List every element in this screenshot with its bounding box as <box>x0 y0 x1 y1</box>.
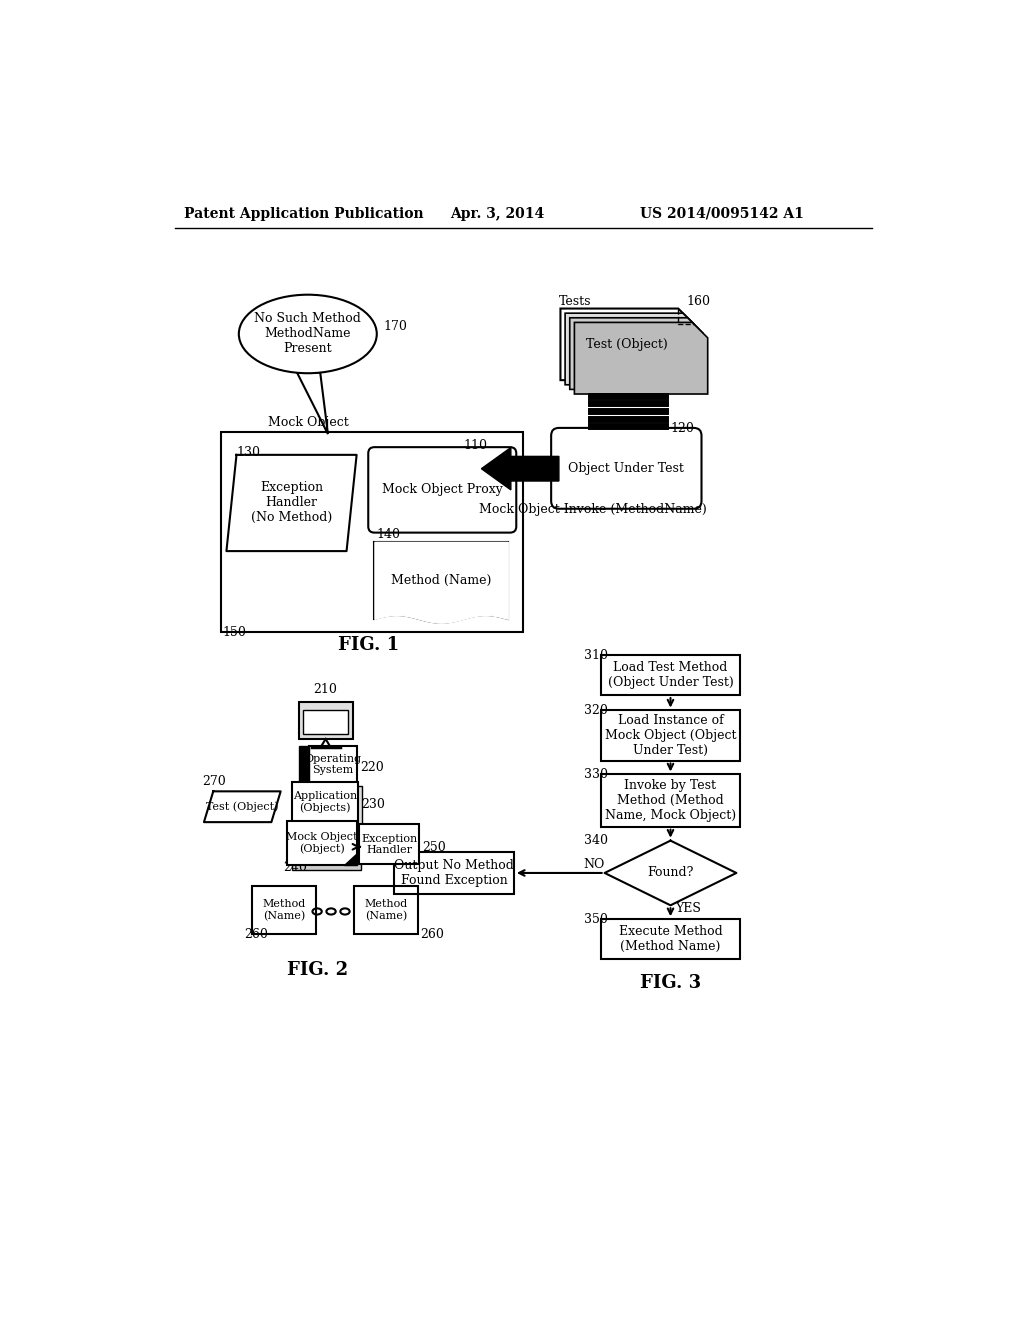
Text: 150: 150 <box>222 626 247 639</box>
Bar <box>292 825 361 870</box>
Bar <box>601 710 740 760</box>
Bar <box>252 886 315 933</box>
Text: 160: 160 <box>686 294 710 308</box>
Text: FIG. 2: FIG. 2 <box>288 961 348 978</box>
Text: Mock Object: Mock Object <box>267 416 348 429</box>
Text: NO: NO <box>583 858 604 871</box>
Text: 240: 240 <box>283 862 307 874</box>
Text: Method
(Name): Method (Name) <box>365 899 408 921</box>
Text: 250: 250 <box>422 841 445 854</box>
Polygon shape <box>204 792 281 822</box>
Bar <box>221 432 523 632</box>
Text: 220: 220 <box>359 760 383 774</box>
Text: Execute Method
(Method Name): Execute Method (Method Name) <box>618 925 722 953</box>
Polygon shape <box>297 372 328 434</box>
Bar <box>601 775 740 826</box>
Polygon shape <box>604 841 736 906</box>
FancyBboxPatch shape <box>369 447 516 533</box>
Text: 310: 310 <box>584 649 607 661</box>
Polygon shape <box>574 322 708 395</box>
Polygon shape <box>344 853 356 866</box>
Text: 350: 350 <box>584 913 607 927</box>
Text: 120: 120 <box>671 422 694 434</box>
Text: Exception
Handler
(No Method): Exception Handler (No Method) <box>251 480 332 524</box>
Text: 170: 170 <box>384 321 408 333</box>
Text: Operating
System: Operating System <box>304 754 361 775</box>
Bar <box>303 710 348 734</box>
FancyArrow shape <box>481 447 559 490</box>
Text: Mock Object Invoke (MethodName): Mock Object Invoke (MethodName) <box>479 503 707 516</box>
Text: Test (Object): Test (Object) <box>586 338 668 351</box>
Text: No Such Method
MethodName
Present: No Such Method MethodName Present <box>254 313 361 355</box>
Text: 340: 340 <box>584 834 607 847</box>
Polygon shape <box>565 313 698 385</box>
Bar <box>354 886 418 933</box>
Text: Load Test Method
(Object Under Test): Load Test Method (Object Under Test) <box>607 661 733 689</box>
Text: Patent Application Publication: Patent Application Publication <box>183 207 424 220</box>
Text: Mock Object Proxy: Mock Object Proxy <box>382 483 503 496</box>
Text: Mock Object
(Object): Mock Object (Object) <box>286 832 357 854</box>
Text: US 2014/0095142 A1: US 2014/0095142 A1 <box>640 207 804 220</box>
Text: FIG. 3: FIG. 3 <box>640 974 701 993</box>
Bar <box>292 781 358 822</box>
Ellipse shape <box>239 294 377 374</box>
Text: 320: 320 <box>584 705 607 717</box>
Text: Method (Name): Method (Name) <box>391 574 492 587</box>
Polygon shape <box>560 309 693 380</box>
Bar <box>394 851 514 894</box>
Text: Application
(Objects): Application (Objects) <box>293 791 357 813</box>
Text: Method
(Name): Method (Name) <box>262 899 305 921</box>
Bar <box>359 825 420 865</box>
Text: YES: YES <box>675 903 701 915</box>
Bar <box>309 746 356 783</box>
Bar <box>299 746 309 783</box>
Bar <box>296 785 362 826</box>
Text: Test (Object): Test (Object) <box>206 801 279 812</box>
Text: 210: 210 <box>313 682 338 696</box>
Text: Object Under Test: Object Under Test <box>568 462 684 475</box>
Text: Apr. 3, 2014: Apr. 3, 2014 <box>450 207 544 220</box>
Text: 260: 260 <box>420 928 444 941</box>
Polygon shape <box>569 318 703 389</box>
Polygon shape <box>226 455 356 552</box>
FancyBboxPatch shape <box>551 428 701 508</box>
Bar <box>287 821 356 866</box>
Text: 140: 140 <box>376 528 400 541</box>
Text: 230: 230 <box>361 799 385 812</box>
Bar <box>299 702 352 739</box>
Text: 260: 260 <box>245 928 268 941</box>
Text: Invoke by Test
Method (Method
Name, Mock Object): Invoke by Test Method (Method Name, Mock… <box>605 779 736 822</box>
Text: FIG. 1: FIG. 1 <box>338 636 398 653</box>
Text: 110: 110 <box>464 440 487 453</box>
Text: Exception
Handler: Exception Handler <box>361 834 418 855</box>
Bar <box>601 919 740 960</box>
Text: Load Instance of
Mock Object (Object
Under Test): Load Instance of Mock Object (Object Und… <box>605 714 736 756</box>
Text: Output No Method
Found Exception: Output No Method Found Exception <box>394 859 514 887</box>
Text: 130: 130 <box>237 446 260 459</box>
Text: Tests: Tests <box>559 294 592 308</box>
Text: 360: 360 <box>395 837 420 850</box>
Text: 330: 330 <box>584 768 607 781</box>
Text: Found?: Found? <box>647 866 693 879</box>
Text: 270: 270 <box>203 775 226 788</box>
Bar <box>601 655 740 696</box>
